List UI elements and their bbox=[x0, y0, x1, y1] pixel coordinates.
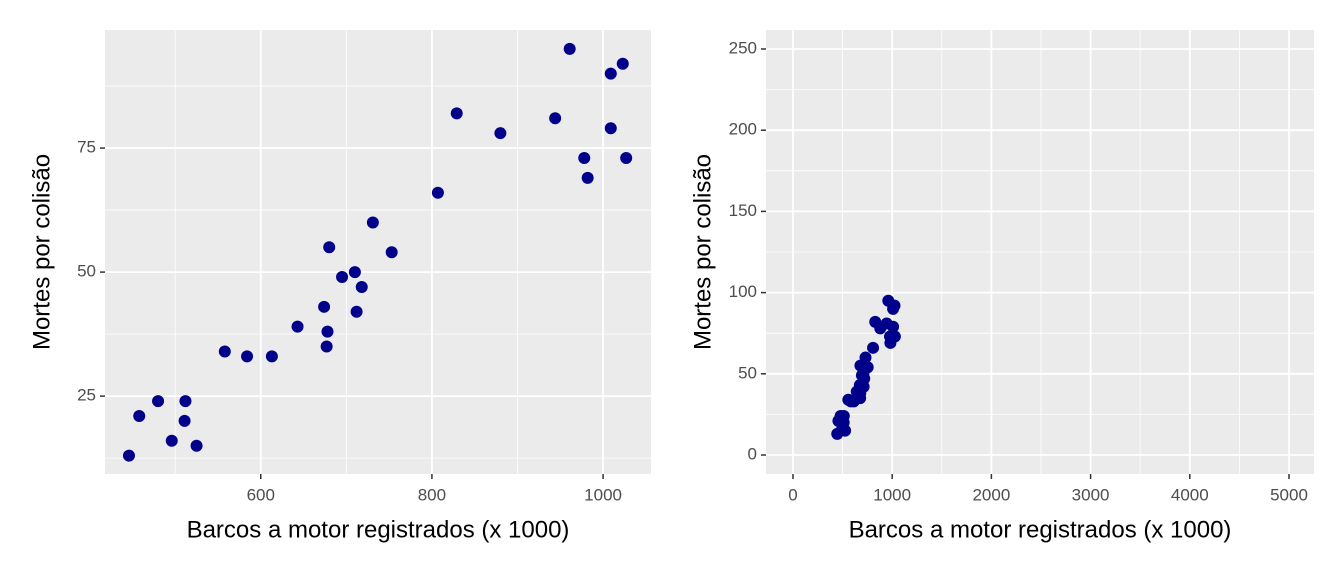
point bbox=[494, 127, 507, 140]
point bbox=[839, 424, 852, 437]
point bbox=[450, 107, 463, 120]
point bbox=[366, 216, 379, 229]
point bbox=[867, 341, 880, 354]
point bbox=[152, 395, 165, 408]
point bbox=[604, 67, 617, 80]
point bbox=[190, 439, 203, 452]
point bbox=[549, 112, 562, 125]
point bbox=[385, 246, 398, 259]
point bbox=[133, 409, 146, 422]
x-axis-title: Barcos a motor registrados (x 1000) bbox=[187, 516, 570, 543]
point bbox=[241, 350, 254, 363]
point bbox=[218, 345, 231, 358]
point bbox=[859, 351, 872, 364]
point bbox=[888, 299, 901, 312]
y-tick-label: 100 bbox=[729, 282, 757, 301]
point bbox=[179, 395, 192, 408]
point bbox=[888, 330, 901, 343]
point bbox=[837, 410, 850, 423]
point bbox=[431, 186, 444, 199]
point bbox=[178, 414, 191, 427]
point bbox=[336, 271, 349, 284]
x-axis-title: Barcos a motor registrados (x 1000) bbox=[849, 516, 1232, 543]
point bbox=[604, 122, 617, 135]
y-tick-label: 50 bbox=[77, 262, 96, 281]
point bbox=[350, 305, 363, 318]
point bbox=[620, 151, 633, 164]
point bbox=[616, 57, 629, 70]
x-tick-label: 800 bbox=[418, 485, 446, 504]
y-axis-title: Mortes por colisão bbox=[28, 154, 55, 350]
y-tick-label: 250 bbox=[729, 38, 757, 57]
x-tick-label: 3000 bbox=[1072, 485, 1110, 504]
y-tick-label: 25 bbox=[77, 386, 96, 405]
x-tick-label: 600 bbox=[247, 485, 275, 504]
point bbox=[291, 320, 304, 333]
y-tick-label: 75 bbox=[77, 138, 96, 157]
plot-background bbox=[105, 30, 651, 474]
x-tick-label: 1000 bbox=[873, 485, 911, 504]
y-tick-label: 50 bbox=[738, 363, 757, 382]
x-tick-label: 5000 bbox=[1270, 485, 1308, 504]
y-tick-label: 0 bbox=[748, 444, 757, 463]
point bbox=[563, 42, 576, 55]
point bbox=[348, 266, 361, 279]
y-tick-label: 200 bbox=[729, 120, 757, 139]
point bbox=[320, 340, 333, 353]
point bbox=[165, 434, 178, 447]
point bbox=[323, 241, 336, 254]
y-axis-title: Mortes por colisão bbox=[689, 154, 716, 350]
x-tick-label: 4000 bbox=[1171, 485, 1209, 504]
point bbox=[122, 449, 135, 462]
point bbox=[355, 280, 368, 293]
y-tick-label: 150 bbox=[729, 201, 757, 220]
point bbox=[318, 300, 331, 313]
x-tick-label: 0 bbox=[788, 485, 797, 504]
point bbox=[858, 372, 871, 385]
point bbox=[581, 171, 594, 184]
point bbox=[578, 151, 591, 164]
point bbox=[265, 350, 278, 363]
x-tick-label: 2000 bbox=[972, 485, 1010, 504]
point bbox=[861, 361, 874, 374]
point bbox=[887, 320, 900, 333]
point bbox=[321, 325, 334, 338]
x-tick-label: 1000 bbox=[584, 485, 622, 504]
